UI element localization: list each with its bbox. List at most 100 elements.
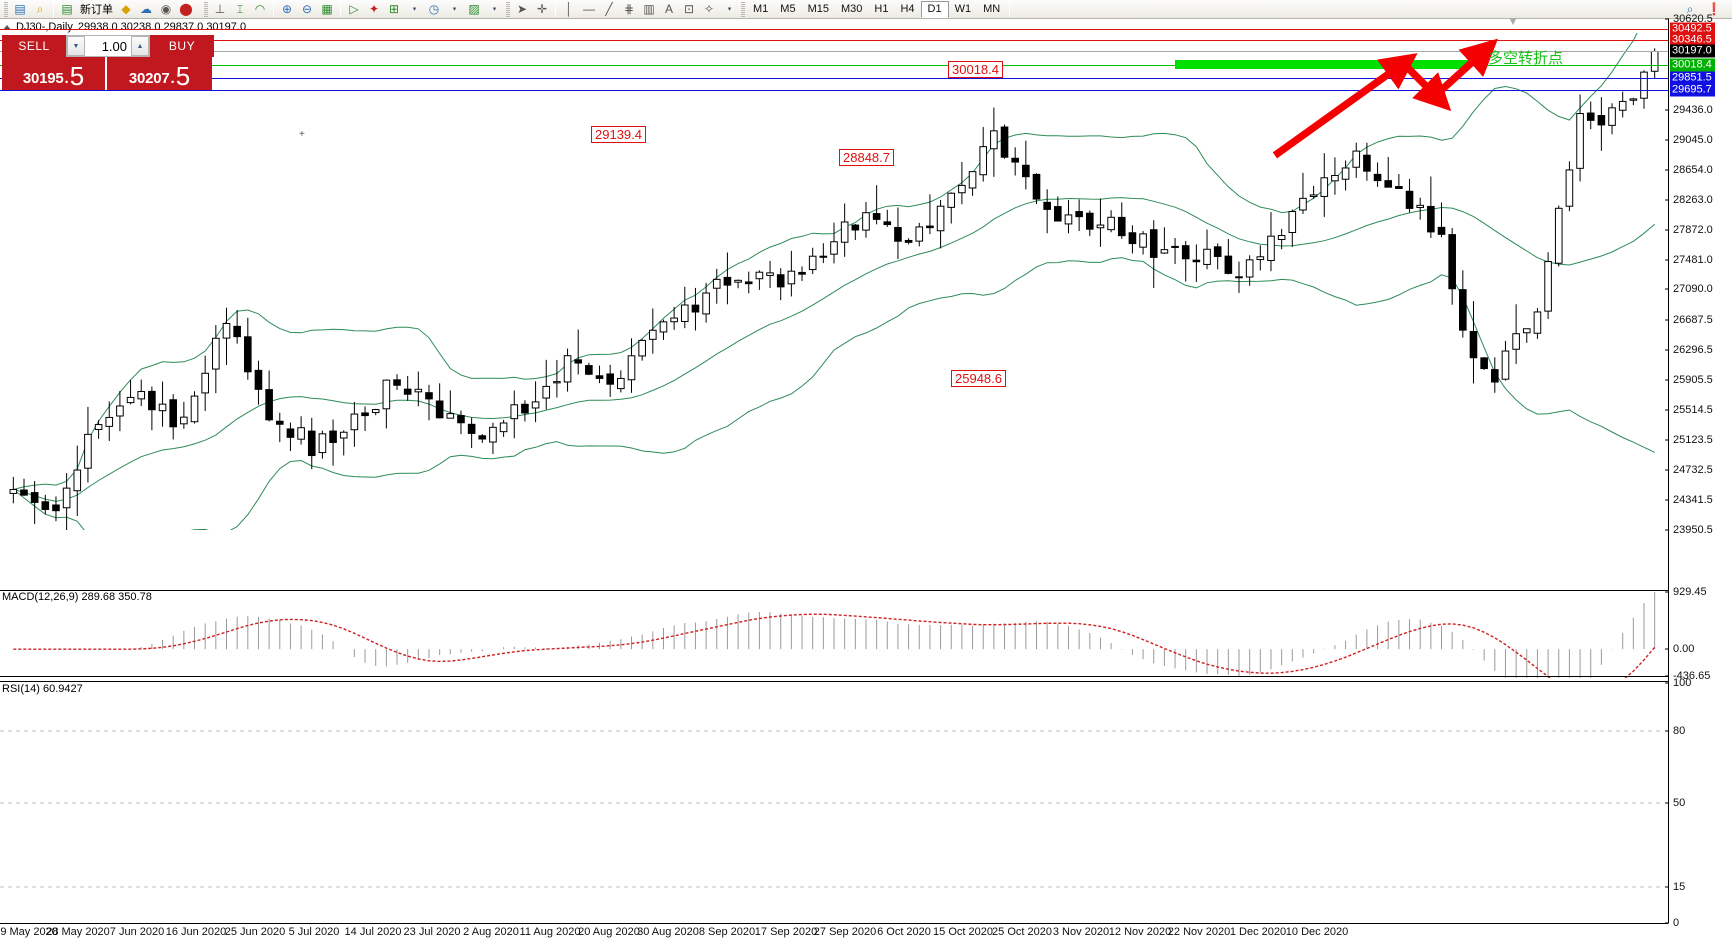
candlestick[interactable] [979, 127, 988, 182]
price-box-30018[interactable]: 30018.4 [948, 61, 1003, 78]
candlestick[interactable] [1448, 228, 1456, 305]
trendline-icon[interactable]: ╱ [605, 2, 613, 16]
candlestick[interactable] [254, 360, 263, 405]
templates-dropdown-icon[interactable]: ▾ [492, 5, 497, 13]
candlestick[interactable] [1437, 202, 1446, 238]
volume-input[interactable]: 1.00 [101, 38, 127, 54]
candlestick[interactable] [712, 268, 721, 304]
resistance-chip-1[interactable]: 30492.5 [1670, 22, 1715, 36]
period-dropdown-icon[interactable]: ▾ [452, 5, 457, 13]
candlestick[interactable] [862, 201, 870, 238]
price-box-29139[interactable]: 29139.4 [591, 126, 646, 143]
candlestick[interactable] [1245, 255, 1254, 286]
candlestick[interactable] [1267, 212, 1275, 272]
candlestick[interactable] [1459, 270, 1467, 338]
candlestick[interactable] [1203, 229, 1211, 270]
candlestick[interactable] [1395, 174, 1403, 189]
candlestick[interactable] [1128, 225, 1137, 254]
candlestick[interactable] [766, 260, 774, 288]
toolbar-grip[interactable] [4, 1, 8, 17]
collapse-triangle-icon[interactable] [3, 24, 11, 30]
candlestick[interactable] [339, 430, 348, 456]
line-chart-icon[interactable]: ◠ [254, 2, 266, 16]
profiles-icon[interactable]: ⌕ [36, 2, 44, 16]
zoom-out-icon[interactable]: ⊖ [301, 2, 313, 16]
candlestick[interactable] [819, 243, 828, 264]
candlestick[interactable] [872, 185, 881, 225]
candlestick[interactable] [1171, 237, 1179, 265]
candlestick[interactable] [435, 383, 444, 419]
equidistant-channel-icon[interactable]: ⋕ [623, 2, 635, 16]
candlestick[interactable] [30, 481, 39, 524]
candlestick[interactable] [275, 412, 284, 443]
candlestick[interactable] [9, 476, 18, 504]
candlestick[interactable] [1085, 210, 1094, 237]
search-icon[interactable]: ⌕ [1686, 2, 1694, 16]
candlestick[interactable] [1608, 103, 1616, 135]
expert-advisor-icon[interactable]: ⬤ [179, 2, 193, 16]
current-price-chip[interactable]: 30197.0 [1670, 44, 1715, 58]
timeframe-m30[interactable]: M30 [840, 3, 863, 15]
candlestick[interactable] [382, 379, 391, 429]
zoom-in-icon[interactable]: ⊕ [281, 2, 293, 16]
candlestick[interactable] [723, 252, 732, 305]
candlestick[interactable] [148, 386, 156, 431]
candlestick[interactable] [105, 401, 114, 441]
candlestick[interactable] [894, 207, 902, 260]
candlestick[interactable] [169, 394, 178, 440]
indicators-icon[interactable]: ✦ [368, 2, 380, 16]
toolbar-grip-3[interactable] [506, 1, 510, 17]
alert-icon[interactable]: ❗ [1706, 2, 1722, 16]
candlestick[interactable] [776, 268, 785, 301]
candlestick[interactable] [403, 375, 412, 401]
candlestick[interactable] [1373, 162, 1382, 187]
candlestick[interactable] [1043, 189, 1051, 234]
candlestick[interactable] [393, 374, 401, 390]
candlestick[interactable] [574, 329, 583, 375]
main-toolbar[interactable]: ▤ ⌕ ▤ 新订单 ◆ ☁ ◉ ⬤ ⊥ ⌶ ◠ ⊕ ⊖ ▦ ▷ ✦ ⊞ ▾ ◷ … [0, 0, 1732, 19]
candlestick[interactable] [414, 371, 423, 407]
add-indicator-dropdown-icon[interactable]: ▾ [412, 5, 417, 13]
templates-icon[interactable]: ▨ [468, 2, 480, 16]
timeframe-m1[interactable]: M1 [753, 3, 769, 15]
candlestick[interactable] [361, 406, 369, 432]
candlestick[interactable] [233, 310, 241, 344]
candlestick[interactable] [1416, 197, 1424, 220]
candlestick[interactable] [1650, 48, 1659, 80]
candlestick[interactable] [265, 370, 273, 422]
candlestick[interactable] [1490, 357, 1499, 393]
candlestick[interactable] [990, 107, 998, 177]
candlestick[interactable] [318, 430, 327, 459]
candlestick[interactable] [1341, 160, 1350, 191]
candlestick[interactable] [137, 379, 146, 407]
candlestick[interactable] [510, 390, 519, 439]
toolbar-grip-2[interactable] [204, 1, 208, 17]
candlestick[interactable] [286, 422, 295, 452]
candlestick[interactable] [1032, 173, 1041, 205]
candlestick[interactable] [531, 381, 540, 423]
candlestick[interactable] [84, 406, 92, 483]
horizontal-line-icon[interactable]: — [583, 2, 595, 16]
candlestick[interactable] [1288, 209, 1297, 247]
candlestick[interactable] [553, 359, 561, 398]
support-line-2[interactable] [0, 89, 1668, 91]
candlestick[interactable] [670, 306, 678, 330]
one-click-trading-panel[interactable]: SELL ▼ 1.00 ▲ BUY 30195 . 5 30207 . 5 [2, 35, 214, 90]
buy-price-button[interactable]: 30207 . 5 [107, 57, 212, 90]
chart-shift-marker[interactable]: ▼ [1507, 14, 1519, 28]
candlestick[interactable] [52, 496, 60, 522]
candlestick[interactable] [116, 390, 124, 432]
mql5-community-icon[interactable]: ◆ [121, 2, 131, 16]
candlestick[interactable] [1117, 202, 1126, 239]
auto-scroll-icon[interactable]: ▦ [321, 2, 333, 16]
timeframe-h4[interactable]: H4 [900, 3, 915, 15]
price-chart-pane[interactable] [0, 33, 1668, 530]
candlestick[interactable] [467, 417, 476, 448]
candlestick[interactable] [201, 355, 209, 412]
candlestick[interactable] [180, 401, 188, 429]
resistance-line-1[interactable] [0, 28, 1668, 30]
candlestick[interactable] [1522, 328, 1531, 343]
candlestick[interactable] [851, 223, 860, 240]
candlestick[interactable] [1586, 101, 1595, 130]
candlestick[interactable] [1640, 70, 1648, 109]
